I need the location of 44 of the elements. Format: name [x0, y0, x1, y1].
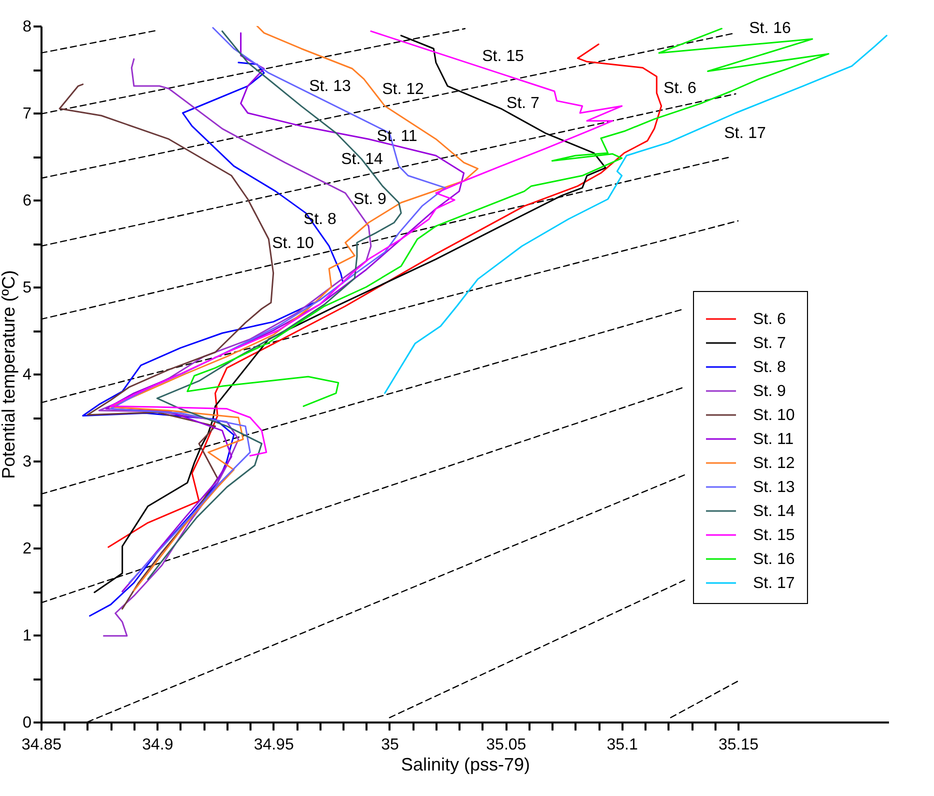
legend-label: St. 15 — [753, 527, 795, 544]
x-tick-label: 35 — [381, 736, 399, 754]
line-series — [110, 30, 623, 457]
y-tick-label: 8 — [22, 18, 32, 36]
legend-label: St. 14 — [753, 503, 795, 520]
legend-label: St. 12 — [753, 455, 795, 472]
x-tick-label: 34.85 — [21, 736, 62, 754]
line-series — [58, 84, 274, 610]
annotation: St. 6 — [664, 80, 697, 97]
y-tick-label: 5 — [22, 280, 32, 296]
legend-label: St. 6 — [753, 311, 786, 328]
y-tick-label: 7 — [22, 106, 32, 122]
y-tick-label: 6 — [22, 192, 32, 210]
legend-label: St. 10 — [753, 407, 795, 424]
legend-label: St. 16 — [753, 551, 795, 568]
x-axis-title: Salinity (pss-79) — [400, 754, 530, 774]
y-tick-label: 1 — [22, 628, 32, 644]
y-tick-label: 3 — [22, 454, 32, 470]
x-tick-label: 35.15 — [718, 736, 759, 754]
y-tick-label: 4 — [22, 366, 32, 384]
legend-label: St. 8 — [753, 359, 786, 376]
annotation: St. 17 — [724, 125, 766, 142]
legend-label: St. 11 — [753, 431, 794, 448]
line-series — [147, 30, 402, 580]
y-tick-label: 0 — [22, 714, 32, 732]
x-tick-label: 34.95 — [254, 736, 294, 754]
legend-label: St. 7 — [753, 335, 786, 352]
legend-label: St. 17 — [753, 575, 795, 592]
x-tick-label: 34.9 — [142, 736, 174, 754]
line-series — [108, 44, 662, 548]
x-tick-label: 35.05 — [486, 736, 526, 754]
annotation: St. 9 — [354, 191, 387, 208]
annotation: St. 16 — [749, 20, 791, 37]
legend-label: St. 13 — [753, 479, 795, 496]
annotation: St. 15 — [482, 48, 524, 65]
x-tick-label: 35.1 — [606, 736, 638, 754]
annotation: St. 12 — [382, 81, 424, 98]
annotation: St. 10 — [272, 235, 314, 252]
y-axis-title: Potential temperature (ºC) — [0, 270, 19, 479]
annotation: St. 7 — [506, 95, 540, 112]
y-tick-label: 2 — [22, 540, 32, 558]
annotation: St. 13 — [309, 78, 351, 95]
annotation: St. 14 — [341, 151, 383, 168]
legend-label: St. 9 — [753, 383, 786, 400]
